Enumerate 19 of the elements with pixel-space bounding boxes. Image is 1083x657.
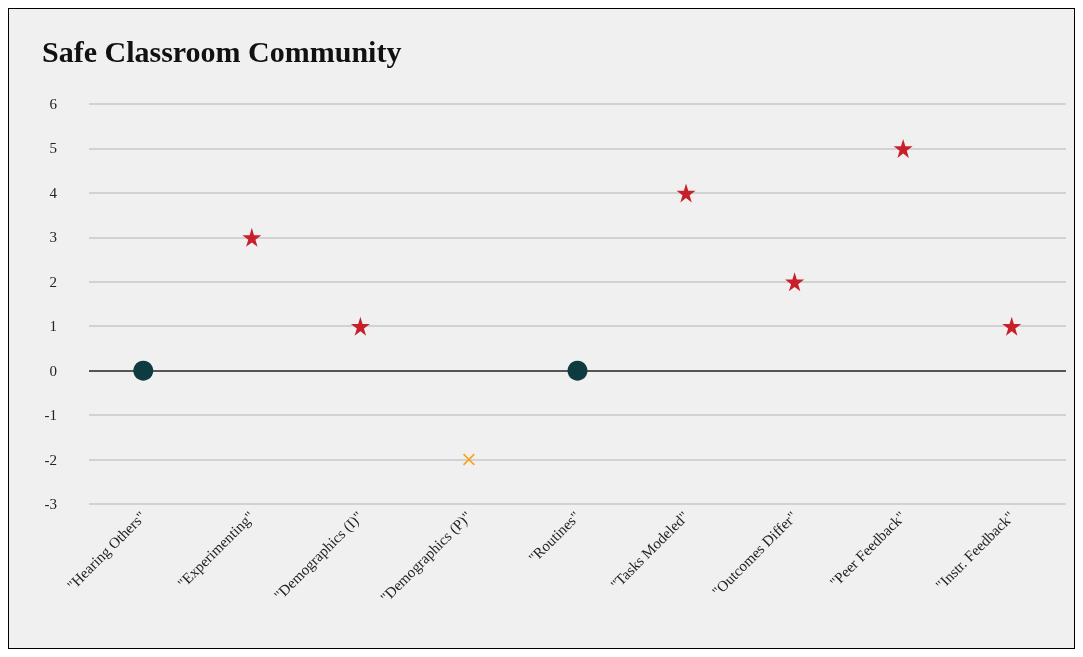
y-tick-label: 3 [49,229,57,246]
y-tick-label: 1 [49,318,57,335]
point [242,227,262,247]
point [676,183,696,203]
y-tick-label: -2 [44,451,57,468]
y-tick-label: -1 [44,407,57,424]
y-tick-label: 5 [49,140,57,157]
point [785,272,805,292]
y-tick-label: 0 [49,362,57,379]
point [893,138,913,158]
point [567,360,588,381]
y-tick-label: 2 [49,273,57,290]
y-tick-label: 4 [49,184,58,201]
y-tick-label: -3 [44,496,57,512]
y-tick-label: 6 [49,96,58,112]
chart-title: Safe Classroom Community [42,34,402,68]
point [1002,316,1022,336]
point [350,316,370,336]
point [133,360,154,381]
